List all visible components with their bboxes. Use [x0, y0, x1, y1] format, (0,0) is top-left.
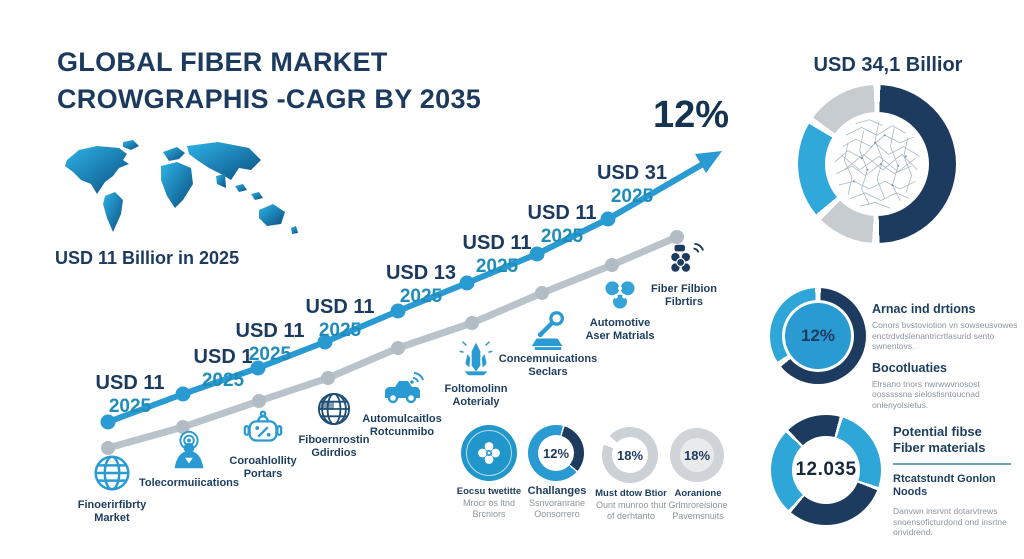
point-label-7: USD 11 2025 — [527, 202, 597, 247]
fiber-flower-icon — [478, 442, 500, 464]
materials-body: Danvwn insrvnt dotarvtrews snoensofictur… — [893, 506, 1007, 537]
drivers-text-block: Arnac ind drtions Conors bvstoviotion vn… — [872, 302, 1020, 419]
materials-subheading: Rtcatstundt Gonlon Noods — [893, 473, 996, 498]
milestone-materials: Foltomolinn Aoterialy — [411, 334, 541, 409]
map-caption: USD 11 Billior in 2025 — [55, 248, 240, 268]
globe-icon — [94, 455, 130, 491]
milestone-communications-sectors: Concemnuications Seclars — [483, 306, 613, 379]
milestone-fiber-partners: Fiber Filbion Fibrtirs — [619, 240, 749, 309]
stat-circle-challenges: 12% — [528, 425, 584, 481]
robot-icon — [243, 410, 283, 442]
world-map — [65, 140, 298, 234]
trend-line-secondary — [101, 230, 684, 455]
materials-text-block: Potential fibse Fiber materials Rtcatstu… — [893, 424, 1021, 547]
milestone-fiber-grids: Fiboernrostin Gdirdios — [269, 387, 399, 460]
point-label-3: USD 11 2025 — [235, 320, 305, 365]
point-label-6: USD 11 2025 — [462, 232, 532, 277]
point-label-5: USD 13 2025 — [385, 262, 457, 307]
drivers-value: 12% — [800, 326, 836, 345]
point-label-2: USD 1 2025 — [193, 346, 253, 391]
milestone-automotive: Automulcaitlos Rotcunmibo — [337, 366, 467, 439]
stat-circle-market-blocker: 18% — [602, 427, 658, 483]
point-label-8: USD 31 2025 — [596, 162, 668, 207]
page-title: GLOBAL FIBER MARKET CROWGRAPHIS -CAGR BY… — [57, 44, 481, 118]
stat-donut-hole: 18% — [680, 438, 714, 472]
market-size-title: USD 34,1 Billior — [813, 54, 963, 76]
materials-donut: 12.035 — [771, 415, 881, 525]
milestone-telecommunications: Tolecormuiications — [124, 428, 254, 490]
drivers-heading-2: Bocotluaties — [872, 360, 948, 375]
point-label-4: USD 11 2025 — [305, 296, 375, 341]
stat-value: 18% — [616, 447, 644, 463]
stat-circle-inner-ring — [466, 430, 512, 476]
market-size-donut-hole — [825, 112, 929, 216]
connected-car-icon — [385, 372, 424, 404]
stat-value: 18% — [683, 447, 711, 463]
drivers-body-1: Conors bvstoviotion vn sowseusvowes enct… — [872, 320, 1018, 351]
point-label-1: USD 11 2025 — [95, 372, 165, 417]
stat-caption-market-blocker: Must dtow Btior Ount munroo thut of derh… — [595, 488, 667, 521]
globe-grid-icon — [317, 392, 351, 426]
stat-caption-challenges: Challanges Ssnvoranrane Oonsorrero — [527, 485, 587, 520]
stat-value: 12% — [542, 445, 570, 461]
stat-caption-payments: Aoranione Grlmroreisione Pavemsnuits — [668, 488, 728, 521]
arrowhead — [695, 151, 722, 173]
growth-annotation: 12% — [652, 94, 730, 136]
drivers-inner-circle: 12% — [785, 303, 851, 369]
drivers-donut: 12% — [770, 288, 866, 384]
molecule-icon — [604, 280, 636, 310]
fiber-bundle-icon — [670, 242, 704, 273]
milestone-capability-partners: Coroahlollity Portars — [198, 408, 328, 481]
materials-value: 12.035 — [795, 459, 857, 480]
materials-heading: Potential fibse Fiber materials — [893, 424, 986, 455]
stat-caption-fiber: Eocsu twetitte Mrocr os ltnd Brcniors — [456, 486, 522, 519]
drivers-heading-1: Arnac ind drtions — [872, 302, 976, 316]
trend-line-primary — [100, 151, 722, 430]
microscope-icon — [531, 311, 564, 350]
materials-divider — [893, 463, 1011, 465]
crystal-icon — [459, 341, 493, 376]
telecom-person-icon — [174, 430, 204, 469]
stat-circle-fiber — [461, 425, 517, 481]
stat-circle-payments: 18% — [670, 428, 724, 482]
stat-donut-hole: 18% — [612, 437, 648, 473]
milestone-automotive-materials: Automotive Aser Matrials — [555, 274, 685, 343]
milestone-fiber-market: Finoerirfibrty Market — [47, 450, 177, 525]
page-title-line2: CROWGRAPHIS -CAGR BY 2035 — [57, 84, 482, 114]
drivers-body-2: Elrsano tnors nwrwwvnosost oosssssna sie… — [872, 378, 980, 410]
materials-donut-hole: 12.035 — [792, 436, 860, 504]
stat-donut-hole: 12% — [538, 435, 574, 471]
market-size-donut — [798, 85, 956, 243]
fiber-mesh-graphic — [834, 119, 920, 209]
page-title-line1: GLOBAL FIBER MARKET — [57, 47, 388, 77]
